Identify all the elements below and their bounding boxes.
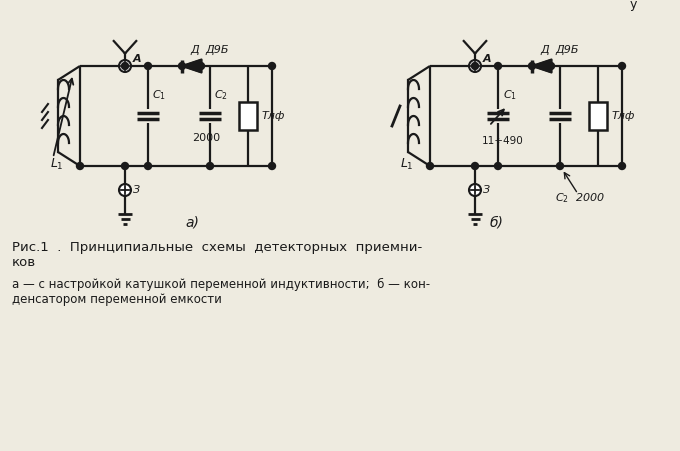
Text: З: З (483, 185, 490, 195)
Text: З: З (133, 185, 140, 195)
Circle shape (469, 184, 481, 196)
Text: Д9Б: Д9Б (555, 45, 579, 55)
Circle shape (269, 162, 275, 170)
Circle shape (119, 184, 131, 196)
Circle shape (556, 162, 564, 170)
Circle shape (122, 63, 129, 69)
Text: $C_2$: $C_2$ (214, 88, 228, 102)
Circle shape (469, 60, 481, 72)
Text: а): а) (185, 215, 199, 229)
Circle shape (119, 60, 131, 72)
Circle shape (178, 63, 186, 69)
Text: $L_1$: $L_1$ (50, 157, 64, 172)
Text: А: А (483, 54, 492, 64)
Text: Д: Д (540, 45, 549, 55)
Text: у: у (630, 0, 637, 11)
Text: денсатором переменной емкости: денсатором переменной емкости (12, 293, 222, 306)
Circle shape (528, 63, 536, 69)
Text: б): б) (490, 215, 504, 229)
Polygon shape (182, 60, 201, 73)
Circle shape (122, 162, 129, 170)
Text: А: А (133, 54, 141, 64)
Text: а — с настройкой катушкой переменной индуктивности;  б — кон-: а — с настройкой катушкой переменной инд… (12, 278, 430, 291)
Circle shape (494, 63, 502, 69)
Circle shape (144, 162, 152, 170)
Circle shape (471, 162, 479, 170)
Circle shape (207, 162, 214, 170)
Polygon shape (532, 60, 551, 73)
Circle shape (494, 162, 502, 170)
Circle shape (144, 63, 152, 69)
Circle shape (619, 162, 626, 170)
Text: Рис.1  .  Принципиальные  схемы  детекторных  приемни-: Рис.1 . Принципиальные схемы детекторных… (12, 241, 422, 254)
Text: ков: ков (12, 256, 36, 269)
Text: Тлф: Тлф (612, 111, 635, 121)
Circle shape (471, 63, 479, 69)
Circle shape (426, 162, 434, 170)
Circle shape (197, 63, 205, 69)
Text: $C_1$: $C_1$ (503, 88, 517, 102)
Bar (239, 102, 257, 130)
Text: Д9Б: Д9Б (205, 45, 228, 55)
Text: Тлф: Тлф (262, 111, 286, 121)
Text: 2000: 2000 (192, 133, 220, 143)
Text: 11÷490: 11÷490 (482, 136, 524, 146)
Text: $L_1$: $L_1$ (400, 157, 413, 172)
Text: $C_1$: $C_1$ (152, 88, 166, 102)
Bar (589, 102, 607, 130)
Circle shape (269, 63, 275, 69)
Circle shape (619, 63, 626, 69)
Text: $C_2$  2000: $C_2$ 2000 (555, 191, 605, 205)
Circle shape (547, 63, 554, 69)
Circle shape (76, 162, 84, 170)
Text: Д: Д (190, 45, 199, 55)
